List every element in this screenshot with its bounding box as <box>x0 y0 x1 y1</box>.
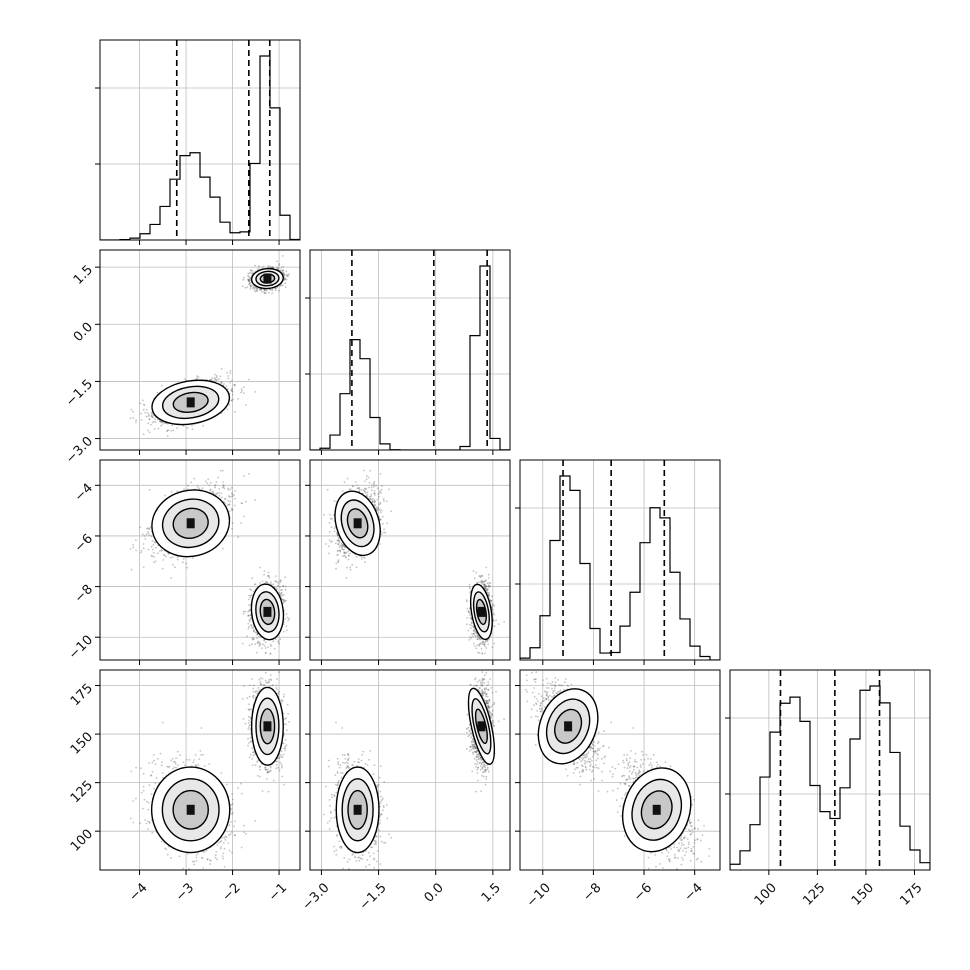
y-tick-label: 0.0 <box>71 320 96 345</box>
panel-0-0 <box>95 39 301 245</box>
scatter-points <box>525 671 711 870</box>
density-peak <box>652 804 661 815</box>
density-peak <box>353 518 362 529</box>
x-tick-label: −10 <box>524 880 554 910</box>
panel-frame <box>99 249 301 451</box>
x-tick-label: 175 <box>897 880 925 908</box>
y-tick-label: −6 <box>72 531 96 555</box>
panel-3-3: 100 125 150 175 <box>725 669 931 909</box>
panel-1-0: −3.0 −1.5 0.0 1.5 <box>63 249 301 467</box>
panel-2-1 <box>305 459 511 665</box>
density-peak <box>186 397 195 408</box>
x-tick-label: 0.0 <box>422 880 447 905</box>
x-tick-label: −3.0 <box>300 880 333 913</box>
x-tick-label: −3 <box>173 880 197 904</box>
panel-frame <box>519 459 721 661</box>
panel-3-2: −10 −8 −6 −4 <box>515 669 721 911</box>
x-tick-label: −6 <box>631 880 655 904</box>
panel-frame <box>309 669 511 871</box>
y-tick-label: −10 <box>66 633 96 663</box>
panel-3-1: −3.0 −1.5 0.0 1.5 <box>300 669 511 913</box>
density-peak <box>186 518 195 529</box>
panel-1-1 <box>305 249 511 455</box>
histogram <box>520 475 720 660</box>
panel-frame <box>729 669 931 871</box>
y-tick-label: 100 <box>68 827 96 855</box>
histogram <box>730 685 930 870</box>
y-tick-label: −8 <box>72 582 96 606</box>
panel-frame <box>309 249 511 451</box>
panel-2-2 <box>515 459 721 665</box>
density-peak <box>263 721 272 732</box>
density-peak <box>477 721 486 732</box>
y-tick-label: 125 <box>68 778 96 806</box>
x-tick-label: 125 <box>800 880 828 908</box>
x-tick-label: −4 <box>682 880 706 904</box>
density-peak <box>263 273 272 284</box>
density-peak <box>353 804 362 815</box>
y-tick-label: 150 <box>68 730 96 758</box>
x-tick-label: −1 <box>266 880 290 904</box>
panel-3-0: −4 −3 −2 −1 100 125 150 175 <box>68 669 301 905</box>
x-tick-label: −8 <box>580 880 604 904</box>
x-tick-label: −2 <box>219 880 243 904</box>
density-peak <box>186 804 195 815</box>
panel-frame <box>519 669 721 871</box>
x-tick-label: 150 <box>849 880 877 908</box>
panel-frame <box>309 459 511 661</box>
y-tick-label: 1.5 <box>71 263 96 288</box>
panel-frame <box>99 39 301 241</box>
panel-frame <box>99 459 301 661</box>
y-tick-label: 175 <box>68 681 96 709</box>
density-peak <box>263 606 272 617</box>
x-tick-label: −4 <box>126 880 150 904</box>
x-tick-label: 100 <box>752 880 780 908</box>
panel-frame <box>99 669 301 871</box>
density-peak <box>564 721 573 732</box>
y-tick-label: −1.5 <box>63 377 96 410</box>
panel-2-0: −10 −8 −6 −4 <box>66 459 301 665</box>
x-tick-label: −1.5 <box>357 880 390 913</box>
y-tick-label: −4 <box>72 481 96 505</box>
y-tick-label: −3.0 <box>63 434 96 467</box>
density-peak <box>477 606 486 617</box>
x-tick-label: 1.5 <box>479 880 504 905</box>
histogram <box>310 265 510 450</box>
